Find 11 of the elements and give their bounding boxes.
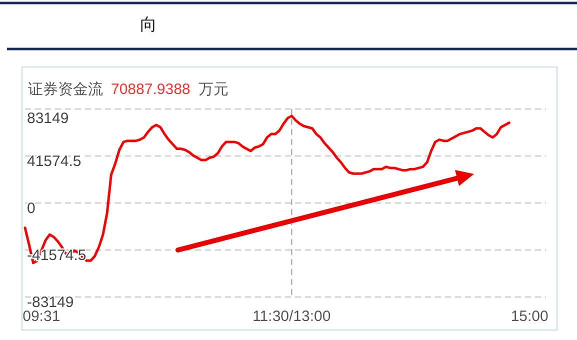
chart-title: 向 xyxy=(140,15,157,35)
y-tick-label: 83149 xyxy=(27,110,69,127)
y-tick-label: -83149 xyxy=(27,294,74,311)
x-tick-label: 11:30/13:00 xyxy=(252,308,331,325)
chart-subtitle: 证券资金流 xyxy=(28,81,103,98)
x-tick-label: 15:00 xyxy=(510,308,548,325)
y-tick-label: 0 xyxy=(27,200,36,217)
text: 万元 xyxy=(198,81,228,98)
y-tick-label: 41574.5 xyxy=(27,152,82,170)
x-tick-label: 09:31 xyxy=(22,308,60,325)
text: 70887.9388 xyxy=(111,81,190,98)
